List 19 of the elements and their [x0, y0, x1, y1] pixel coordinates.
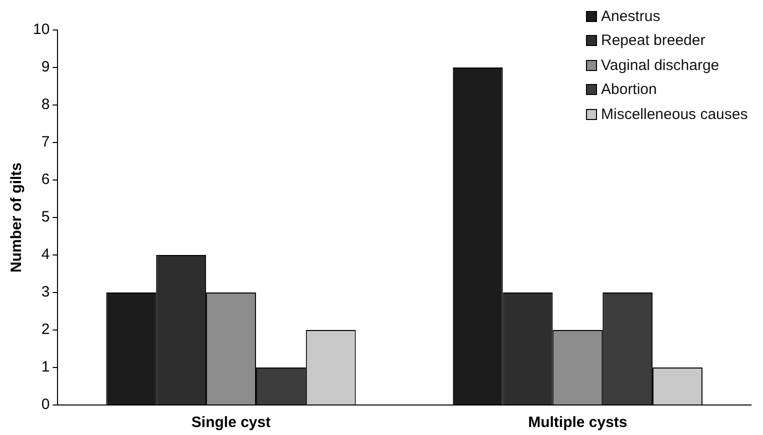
y-tick-label: 3: [41, 284, 50, 301]
legend-label: Abortion: [600, 80, 658, 100]
y-tick-label: 2: [41, 321, 50, 338]
y-tick-label: 1: [41, 358, 50, 376]
legend-label: Anestrus: [600, 6, 662, 27]
legend-label: Miscelleneous causes: [600, 104, 748, 125]
y-tick-label: 9: [41, 58, 50, 76]
y-tick-label: 7: [41, 134, 50, 151]
y-tick-label: 4: [41, 246, 50, 264]
legend-label: Vaginal discharge: [600, 56, 720, 76]
x-tick-label: Multiple cysts: [528, 414, 628, 432]
x-tick-label: Single cyst: [191, 414, 271, 432]
y-tick-label: 10: [32, 21, 50, 38]
y-tick-label: 5: [41, 208, 50, 226]
y-tick-label: 0: [41, 396, 50, 414]
y-axis-title: Number of gilts: [8, 162, 26, 273]
y-tick-label: 6: [41, 171, 50, 188]
y-tick-label: 8: [41, 96, 50, 114]
legend-label: Repeat breeder: [600, 31, 706, 52]
